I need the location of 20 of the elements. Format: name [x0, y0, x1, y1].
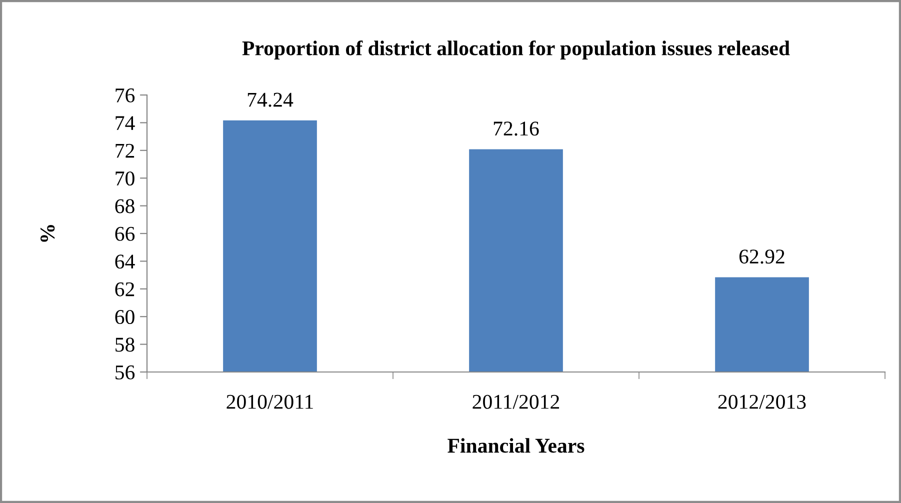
y-tick-label: 64 — [115, 254, 135, 269]
y-tick-label: 76 — [116, 88, 135, 102]
y-tick-label: 72 — [116, 144, 134, 158]
y-tick-label: 56 — [116, 365, 135, 380]
y-tick-label: 74 — [116, 116, 135, 130]
data-label: 72.16 — [494, 122, 539, 136]
x-axis-title: Financial Years — [448, 438, 584, 453]
y-tick-label: 66 — [115, 226, 135, 241]
x-tick-label: 2012/2013 — [718, 394, 806, 409]
x-tick-label: 2011/2012 — [472, 394, 560, 409]
data-label: 62.92 — [739, 250, 784, 264]
y-tick-label: 58 — [116, 338, 134, 352]
y-tick-label: 68 — [115, 199, 134, 214]
data-label: 74.24 — [248, 92, 294, 107]
y-tick-label: 62 — [115, 282, 134, 296]
chart-title: Proportion of district allocation for population issues released — [242, 40, 790, 60]
x-tick-label: 2010/2011 — [226, 394, 313, 409]
y-tick-label: 60 — [115, 310, 134, 324]
y-axis-title: % — [40, 225, 55, 242]
y-tick-label: 70 — [116, 171, 134, 186]
